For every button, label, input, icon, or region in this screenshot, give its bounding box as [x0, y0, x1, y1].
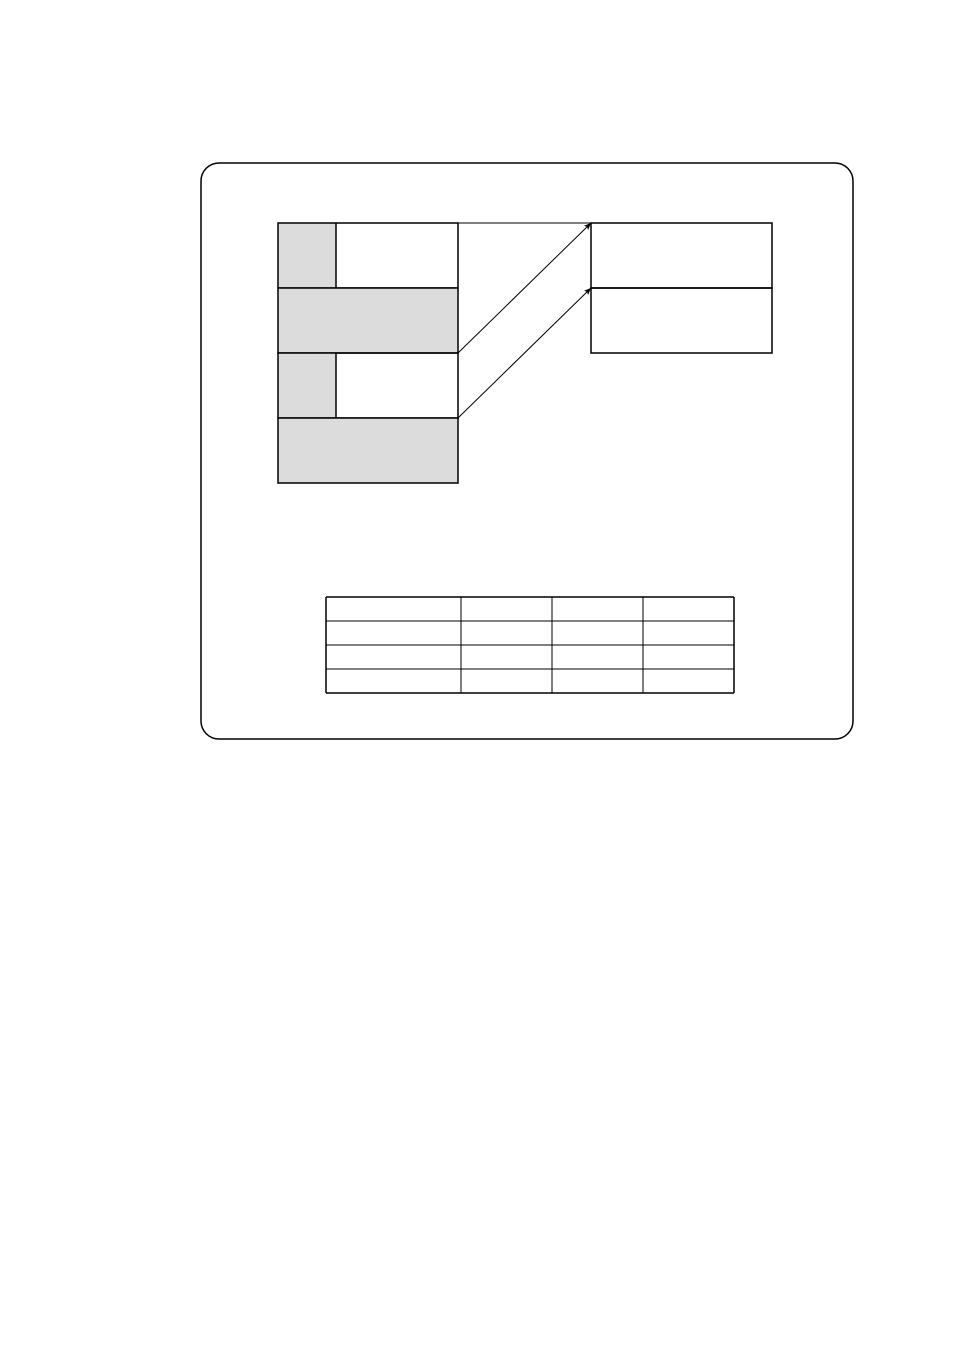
arrow-0	[458, 223, 591, 353]
left-block-shade-0	[278, 223, 336, 288]
left-block-shade-2	[278, 353, 336, 418]
figure-diagram	[0, 0, 954, 1351]
arrow-1	[458, 288, 591, 418]
right-block-1	[591, 288, 772, 353]
left-block-shade-1	[278, 288, 458, 353]
right-block-0	[591, 223, 772, 288]
left-block-shade-3	[278, 418, 458, 483]
